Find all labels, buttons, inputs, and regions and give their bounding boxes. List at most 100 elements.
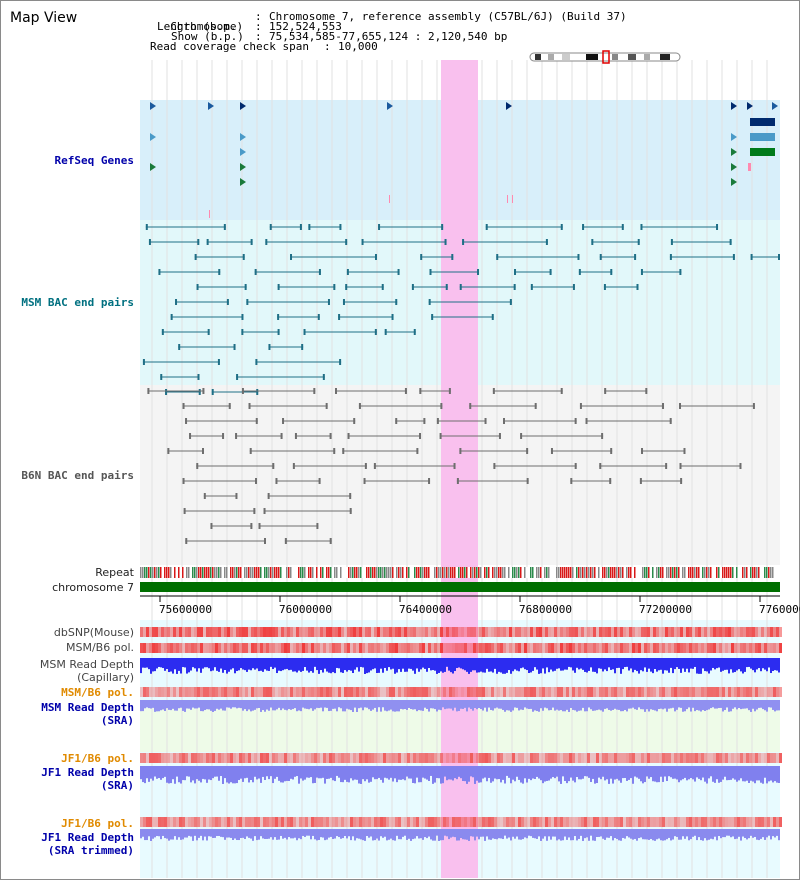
jf1-depth-sra-bar [152, 766, 154, 781]
msm-b6-pol-heat [323, 687, 326, 697]
jf1-b6-pol-heat [425, 817, 428, 827]
msm-b6-pol-heat [305, 687, 308, 697]
msm-bac-end [206, 239, 209, 245]
jf1-b6-pol-heat [620, 817, 623, 827]
msm-depth-capillary-bar [194, 658, 196, 669]
gene-glyph [731, 163, 737, 171]
msm-depth-sra-bar [724, 700, 726, 711]
msm-b6-pol-heat [638, 643, 641, 653]
msm-bac-end [277, 314, 280, 320]
msm-b6-pol-heat [257, 643, 260, 653]
msm-depth-capillary-bar [332, 658, 334, 673]
msm-depth-sra-bar [344, 700, 346, 712]
repeat-element [278, 567, 280, 578]
gene-glyph [150, 102, 156, 110]
dbsnp-heat [287, 627, 290, 637]
msm-bac-end [145, 224, 148, 230]
msm-depth-sra-bar [670, 700, 672, 709]
jf1-b6-pol-heat [260, 753, 263, 763]
repeat-element [320, 567, 322, 578]
dbsnp-heat [518, 627, 521, 637]
b6n-bac-end [267, 493, 270, 499]
msm-depth-sra-bar [234, 700, 236, 708]
dbsnp-heat [692, 627, 695, 637]
track-label-refseq[interactable]: RefSeq Genes [54, 154, 134, 167]
msm-bac-end [560, 224, 563, 230]
length-sep: : [255, 20, 262, 33]
msm-depth-sra-bar [212, 700, 214, 712]
msm-depth-capillary-bar [406, 658, 408, 672]
jf1-b6-pol-heat [368, 817, 371, 827]
chromosome-value: Chromosome 7, reference assembly (C57BL/… [269, 10, 627, 23]
msm-b6-pol-heat [704, 687, 707, 697]
msm-depth-sra-bar [210, 700, 212, 711]
b6n-bac-end [292, 463, 295, 469]
jf1-b6-pol-heat [359, 753, 362, 763]
jf1-depth-trimmed-bar [520, 829, 522, 840]
msm-depth-sra-bar [558, 700, 560, 711]
msm-b6-pol-heat [410, 643, 413, 653]
msm-b6-pol-heat [761, 643, 764, 653]
jf1-b6-pol-heat [611, 753, 614, 763]
msm-depth-sra-bar [374, 700, 376, 708]
msm-b6-pol-heat [548, 687, 551, 697]
jf1-depth-sra-bar [344, 766, 346, 780]
jf1-depth-sra-bar [640, 766, 642, 782]
jf1-depth-sra-bar [738, 766, 740, 781]
msm-depth-sra-bar [390, 700, 392, 710]
msm-b6-pol-heat [302, 643, 305, 653]
msm-depth-sra-bar [634, 700, 636, 710]
jf1-depth-trimmed-bar [660, 829, 662, 841]
msm-b6-pol-heat [275, 643, 278, 653]
msm-b6-pol-heat [620, 687, 623, 697]
dbsnp-heat [746, 627, 749, 637]
jf1-b6-pol-heat [605, 753, 608, 763]
jf1-depth-sra-bar [176, 766, 178, 777]
msm-depth-capillary-bar [446, 658, 448, 667]
jf1-depth-sra-bar [626, 766, 628, 781]
msm-depth-capillary-bar [500, 658, 502, 673]
jf1-b6-pol-heat [290, 817, 293, 827]
jf1-depth-trimmed-bar [300, 829, 302, 840]
jf1-depth-trimmed-bar [742, 829, 744, 837]
repeat-element [160, 567, 162, 578]
jf1-b6-pol-heat [380, 817, 383, 827]
jf1-depth-trimmed-bar [174, 829, 176, 837]
msm-bac-end [256, 389, 259, 395]
dbsnp-heat [332, 627, 335, 637]
jf1-depth-trimmed-bar [686, 829, 688, 837]
msm-depth-sra-bar [518, 700, 520, 711]
track-label-b6n-bac[interactable]: B6N BAC end pairs [21, 469, 134, 482]
dbsnp-heat [440, 627, 443, 637]
jf1-b6-pol-heat [242, 817, 245, 827]
dbsnp-heat [749, 627, 752, 637]
msm-depth-capillary-bar [678, 658, 680, 669]
msm-b6-pol-heat [266, 643, 269, 653]
repeat-element [586, 567, 588, 578]
msm-depth-sra-bar [368, 700, 370, 710]
msm-bac-end [250, 239, 253, 245]
msm-b6-pol-heat [314, 687, 317, 697]
msm-depth-sra-bar [272, 700, 274, 711]
dbsnp-heat [398, 627, 401, 637]
jf1-b6-pol-heat [377, 817, 380, 827]
msm-depth-capillary-bar [462, 658, 464, 670]
jf1-depth-sra-bar [300, 766, 302, 779]
repeat-element [564, 567, 566, 578]
jf1-depth-sra-bar [326, 766, 328, 779]
msm-depth-sra-bar [412, 700, 414, 710]
track-label-msm-depth-capillary-sub: (Capillary) [77, 671, 134, 684]
track-label-msm-bac[interactable]: MSM BAC end pairs [21, 296, 134, 309]
msm-b6-pol-heat [227, 687, 230, 697]
jf1-depth-sra-bar [410, 766, 412, 779]
jf1-depth-trimmed-bar [728, 829, 730, 836]
msm-b6-pol-heat [293, 687, 296, 697]
repeat-element [540, 567, 542, 578]
b6n-bac-end [275, 478, 278, 484]
jf1-b6-pol-heat [242, 753, 245, 763]
jf1-b6-pol-heat [302, 817, 305, 827]
jf1-b6-pol-heat [449, 817, 452, 827]
dbsnp-heat [284, 627, 287, 637]
dbsnp-heat [377, 627, 380, 637]
